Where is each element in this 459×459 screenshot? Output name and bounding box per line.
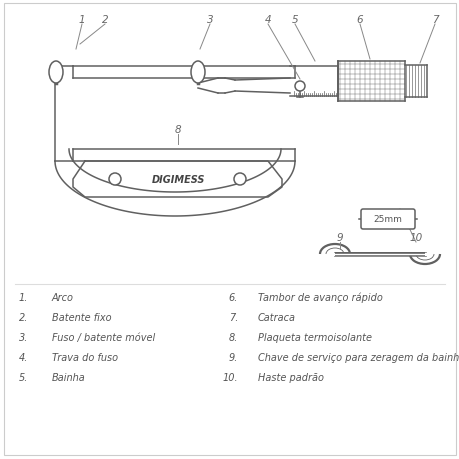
Text: 1: 1 <box>78 15 85 25</box>
Text: Batente fixo: Batente fixo <box>52 312 112 322</box>
Text: Trava do fuso: Trava do fuso <box>52 352 118 362</box>
Circle shape <box>294 82 304 92</box>
Text: 6: 6 <box>356 15 363 25</box>
Text: Catraca: Catraca <box>257 312 295 322</box>
Text: 10: 10 <box>409 233 422 242</box>
Text: 6.: 6. <box>228 292 237 302</box>
Text: 9.: 9. <box>228 352 237 362</box>
Text: 3: 3 <box>206 15 213 25</box>
Text: 8: 8 <box>174 125 181 134</box>
Text: DIGIMESS: DIGIMESS <box>151 174 204 185</box>
Text: 7.: 7. <box>228 312 237 322</box>
Text: 1.: 1. <box>18 292 28 302</box>
Text: 2.: 2. <box>18 312 28 322</box>
Text: Tambor de avanço rápido: Tambor de avanço rápido <box>257 292 382 302</box>
Ellipse shape <box>190 62 205 84</box>
Text: 25mm: 25mm <box>373 215 402 224</box>
Text: Arco: Arco <box>52 292 74 302</box>
Text: Haste padrão: Haste padrão <box>257 372 323 382</box>
Text: 4: 4 <box>264 15 271 25</box>
Text: 2: 2 <box>101 15 108 25</box>
Text: 5.: 5. <box>18 372 28 382</box>
Text: 9: 9 <box>336 233 342 242</box>
Text: Chave de serviço para zeragem da bainha: Chave de serviço para zeragem da bainha <box>257 352 459 362</box>
Text: Fuso / batente móvel: Fuso / batente móvel <box>52 332 155 342</box>
Circle shape <box>109 174 121 185</box>
FancyBboxPatch shape <box>360 210 414 230</box>
Text: Plaqueta termoisolante: Plaqueta termoisolante <box>257 332 371 342</box>
Text: 10.: 10. <box>222 372 237 382</box>
Text: Bainha: Bainha <box>52 372 85 382</box>
Text: 5: 5 <box>291 15 298 25</box>
Text: 8.: 8. <box>228 332 237 342</box>
Ellipse shape <box>49 62 63 84</box>
Circle shape <box>234 174 246 185</box>
Text: 4.: 4. <box>18 352 28 362</box>
Text: 7: 7 <box>431 15 437 25</box>
Text: 3.: 3. <box>18 332 28 342</box>
